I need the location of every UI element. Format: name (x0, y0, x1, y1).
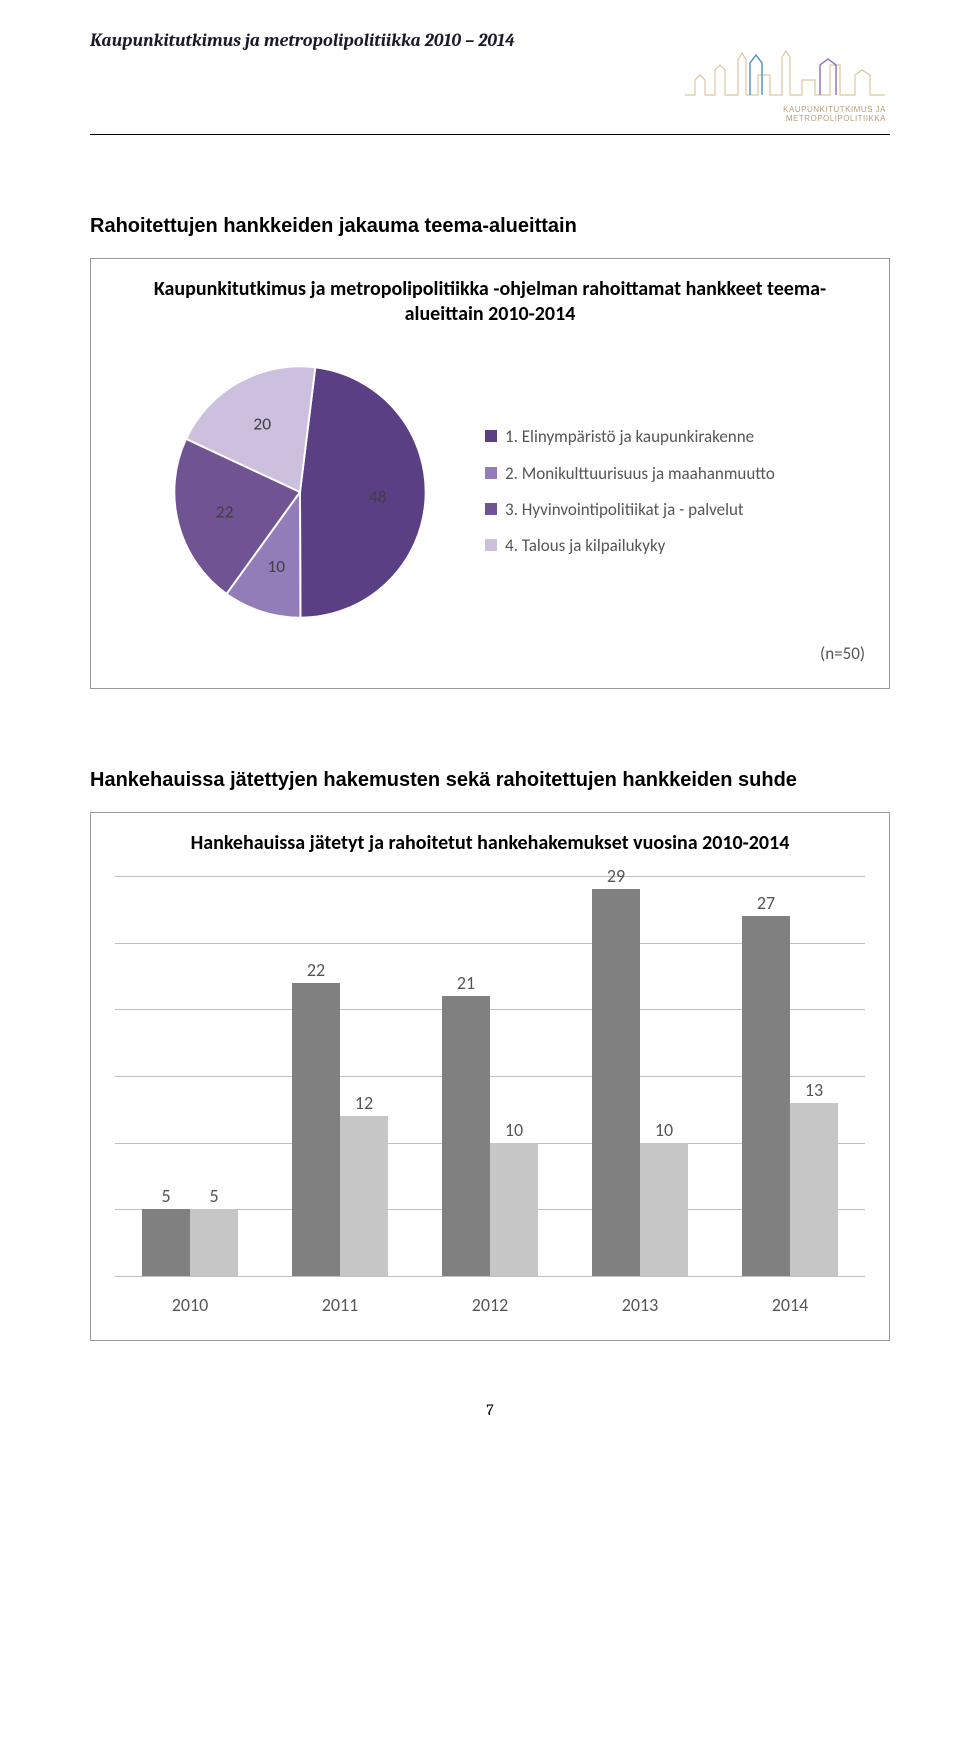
page-header: Kaupunkitutkimus ja metropolipolitiikka … (90, 30, 890, 130)
pie-chart: 48 10 22 20 (155, 347, 445, 637)
legend-label: 3. Hyvinvointipolitiikat ja - palvelut (505, 500, 744, 520)
gridline (115, 1276, 865, 1277)
xaxis-label: 2013 (590, 1294, 690, 1316)
pie-slice-value: 20 (253, 413, 271, 435)
legend-item: 1. Elinympäristö ja kaupunkirakenne (485, 427, 775, 447)
bar-value-label: 10 (505, 1119, 523, 1141)
legend-item: 4. Talous ja kilpailukyky (485, 536, 775, 556)
bar: 10 (640, 1143, 688, 1276)
section2-title: Hankehauissa jätettyjen hakemusten sekä … (90, 769, 890, 792)
xaxis-label: 2010 (140, 1294, 240, 1316)
pie-chart-title: Kaupunkitutkimus ja metropolipolitiikka … (115, 277, 865, 327)
legend-label: 2. Monikulttuurisuus ja maahanmuutto (505, 464, 775, 484)
legend-swatch (485, 539, 497, 551)
bar-value-label: 5 (161, 1185, 170, 1207)
bar: 5 (142, 1209, 190, 1276)
logo-text: KAUPUNKITUTKIMUS JA METROPOLIPOLITIIKKA (783, 105, 886, 124)
page-number: 7 (90, 1401, 890, 1419)
legend-swatch (485, 467, 497, 479)
bar: 12 (340, 1116, 388, 1276)
logo-line1: KAUPUNKITUTKIMUS JA (783, 105, 886, 114)
bar-plot: 552212211029102713 (115, 876, 865, 1276)
section1-title: Rahoitettujen hankkeiden jakauma teema-a… (90, 215, 890, 238)
bar-group: 2212 (292, 983, 388, 1276)
pie-note: (n=50) (115, 643, 865, 664)
bar-value-label: 12 (355, 1092, 373, 1114)
bar-xaxis: 2010 2011 2012 2013 2014 (115, 1294, 865, 1316)
bar-value-label: 27 (757, 892, 775, 914)
pie-slice-value: 22 (216, 500, 234, 522)
xaxis-label: 2014 (740, 1294, 840, 1316)
xaxis-label: 2011 (290, 1294, 390, 1316)
bar-value-label: 13 (805, 1079, 823, 1101)
bar-group: 2910 (592, 889, 688, 1276)
header-title: Kaupunkitutkimus ja metropolipolitiikka … (90, 30, 515, 51)
bar-value-label: 22 (307, 959, 325, 981)
bar: 29 (592, 889, 640, 1276)
bar-value-label: 5 (209, 1185, 218, 1207)
legend-label: 1. Elinympäristö ja kaupunkirakenne (505, 427, 754, 447)
bar: 22 (292, 983, 340, 1276)
bar-value-label: 10 (655, 1119, 673, 1141)
bar: 10 (490, 1143, 538, 1276)
bar: 13 (790, 1103, 838, 1276)
legend-label: 4. Talous ja kilpailukyky (505, 536, 665, 556)
bar-chart: 552212211029102713 20102011201220132014 (115, 876, 865, 1316)
pie-slice (300, 367, 426, 617)
bar: 27 (742, 916, 790, 1276)
bar: 5 (190, 1209, 238, 1276)
legend-swatch (485, 430, 497, 442)
bar-group: 55 (142, 1209, 238, 1276)
pie-chart-box: Kaupunkitutkimus ja metropolipolitiikka … (90, 258, 890, 689)
logo: KAUPUNKITUTKIMUS JA METROPOLIPOLITIIKKA (680, 30, 890, 130)
pie-slice-value: 10 (267, 555, 285, 577)
pie-legend: 1. Elinympäristö ja kaupunkirakenne 2. Mo… (485, 427, 775, 557)
bar-group: 2713 (742, 916, 838, 1276)
bar-group: 2110 (442, 996, 538, 1276)
bar: 21 (442, 996, 490, 1276)
pie-slice-value: 48 (369, 485, 387, 507)
bar-chart-title: Hankehauissa jätetyt ja rahoitetut hanke… (115, 831, 865, 856)
pie-chart-wrap: 48 10 22 20 1. Elinympäristö ja kaupunkirak… (115, 347, 865, 637)
legend-item: 2. Monikulttuurisuus ja maahanmuutto (485, 464, 775, 484)
bar-value-label: 29 (607, 865, 625, 887)
xaxis-label: 2012 (440, 1294, 540, 1316)
bar-value-label: 21 (457, 972, 475, 994)
header-divider (90, 134, 890, 135)
logo-line2: METROPOLIPOLITIIKKA (786, 114, 886, 123)
legend-swatch (485, 503, 497, 515)
bar-chart-box: Hankehauissa jätetyt ja rahoitetut hanke… (90, 812, 890, 1341)
legend-item: 3. Hyvinvointipolitiikat ja - palvelut (485, 500, 775, 520)
